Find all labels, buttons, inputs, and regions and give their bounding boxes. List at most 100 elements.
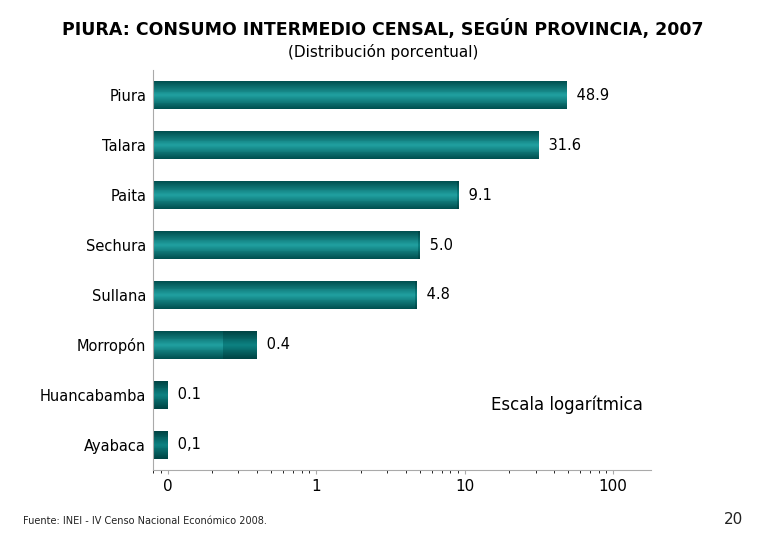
Bar — [153, 404, 168, 405]
Bar — [153, 288, 417, 289]
Bar — [153, 335, 257, 336]
Bar — [153, 95, 567, 96]
Bar — [153, 99, 567, 100]
Bar — [223, 344, 257, 345]
Bar — [223, 346, 257, 347]
Bar — [0, 442, 168, 443]
Bar — [153, 252, 420, 253]
Bar — [153, 440, 168, 441]
Bar — [457, 193, 459, 194]
Bar — [153, 254, 420, 255]
Bar — [153, 403, 168, 404]
Bar — [153, 242, 420, 243]
Bar — [457, 200, 459, 201]
Bar — [153, 153, 538, 154]
Bar — [153, 456, 168, 457]
Bar — [457, 188, 459, 190]
Bar — [153, 347, 257, 348]
Bar — [153, 402, 168, 403]
Bar — [415, 282, 417, 283]
Bar — [415, 308, 417, 309]
Bar — [0, 384, 168, 385]
Bar — [415, 298, 417, 299]
Bar — [223, 336, 257, 338]
Bar — [0, 383, 168, 384]
Bar — [415, 306, 417, 307]
Bar — [0, 381, 168, 382]
Bar — [153, 246, 420, 247]
Bar — [153, 136, 538, 137]
Bar — [153, 435, 168, 436]
Bar — [415, 289, 417, 291]
Bar — [153, 446, 168, 447]
Bar — [0, 441, 168, 442]
Bar — [153, 234, 420, 235]
Bar — [153, 349, 257, 350]
Bar — [153, 382, 168, 383]
Bar — [153, 399, 168, 400]
Bar — [153, 107, 567, 108]
Text: Fuente: INEI - IV Censo Nacional Económico 2008.: Fuente: INEI - IV Censo Nacional Económi… — [23, 516, 267, 526]
Bar — [223, 352, 257, 353]
Bar — [153, 157, 538, 158]
Bar — [153, 390, 168, 391]
Bar — [417, 236, 420, 237]
Bar — [153, 156, 538, 157]
Bar — [153, 396, 168, 397]
Bar — [153, 454, 168, 455]
Bar — [153, 198, 459, 199]
Bar — [153, 343, 257, 344]
Bar — [153, 200, 459, 201]
Bar — [0, 447, 168, 448]
Bar — [153, 138, 538, 139]
Bar — [223, 332, 257, 333]
Text: 20: 20 — [724, 511, 743, 526]
Bar — [0, 406, 168, 407]
Bar — [457, 181, 459, 183]
Bar — [153, 104, 567, 105]
Bar — [153, 87, 567, 88]
Bar — [153, 98, 567, 99]
Bar — [153, 287, 417, 288]
Bar — [223, 349, 257, 350]
Bar — [153, 155, 538, 156]
Bar — [0, 432, 168, 433]
Bar — [415, 284, 417, 285]
Bar — [153, 235, 420, 236]
Bar — [153, 196, 459, 197]
Bar — [153, 336, 257, 338]
Bar — [457, 183, 459, 184]
Bar — [153, 191, 459, 192]
Bar — [153, 140, 538, 141]
Bar — [417, 243, 420, 244]
Bar — [153, 240, 420, 241]
Bar — [223, 341, 257, 342]
Bar — [0, 407, 168, 408]
Bar — [153, 84, 567, 85]
Bar — [153, 348, 257, 349]
Bar — [153, 245, 420, 246]
Bar — [153, 384, 168, 385]
Bar — [153, 193, 459, 194]
Bar — [153, 392, 168, 393]
Bar — [153, 256, 420, 257]
Bar — [153, 94, 567, 95]
Bar — [153, 105, 567, 106]
Bar — [153, 181, 459, 183]
Bar — [153, 298, 417, 299]
Bar — [0, 434, 168, 435]
Bar — [153, 199, 459, 200]
Bar — [0, 394, 168, 395]
Bar — [153, 237, 420, 238]
Bar — [153, 257, 420, 258]
Bar — [153, 431, 168, 432]
Bar — [153, 106, 567, 107]
Bar — [415, 294, 417, 295]
Text: (Distribución porcentual): (Distribución porcentual) — [288, 44, 478, 60]
Bar — [0, 437, 168, 438]
Bar — [153, 350, 257, 352]
Bar — [223, 345, 257, 346]
Bar — [153, 394, 168, 395]
Bar — [457, 206, 459, 207]
Bar — [153, 91, 567, 92]
